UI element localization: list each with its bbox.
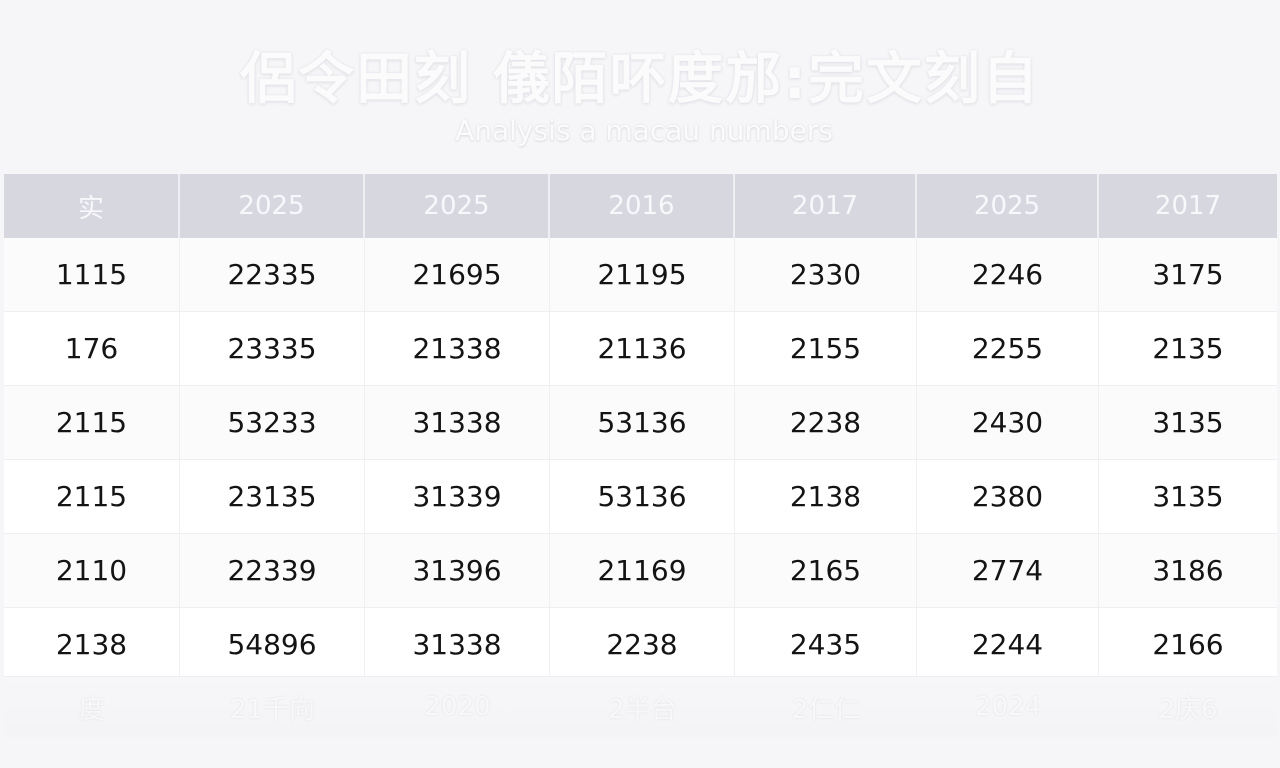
numbers-table: 实 2025 2025 2016 2017 2025 2017 1115 223… xyxy=(4,174,1277,682)
table-cell: 21169 xyxy=(550,534,735,607)
table-cell: 22335 xyxy=(180,238,365,311)
table-footer-row: 度 21千向 2020 2半台 2仁仁 2024 2庆6 xyxy=(4,676,1277,737)
table-cell: 2435 xyxy=(735,608,917,681)
table-row: 2110 22339 31396 21169 2165 2774 3186 xyxy=(4,534,1277,608)
table-header-row: 实 2025 2025 2016 2017 2025 2017 xyxy=(4,174,1277,238)
table-cell: 2155 xyxy=(735,312,917,385)
table-row: 2115 53233 31338 53136 2238 2430 3135 xyxy=(4,386,1277,460)
table-cell: 53136 xyxy=(550,386,735,459)
table-cell: 2138 xyxy=(4,608,180,681)
table-cell: 21338 xyxy=(365,312,550,385)
table-cell: 23335 xyxy=(180,312,365,385)
table-cell: 2238 xyxy=(735,386,917,459)
table-cell: 53136 xyxy=(550,460,735,533)
table-cell: 21695 xyxy=(365,238,550,311)
column-header: 实 xyxy=(4,174,180,238)
table-cell: 2244 xyxy=(917,608,1099,681)
table-cell: 2165 xyxy=(735,534,917,607)
table-cell: 2246 xyxy=(917,238,1099,311)
table-row: 176 23335 21338 21136 2155 2255 2135 xyxy=(4,312,1277,386)
table-cell: 21136 xyxy=(550,312,735,385)
footer-cell: 2仁仁 xyxy=(791,694,861,725)
page-subtitle: Analysis a macau numbers xyxy=(455,114,833,147)
footer-cell: 2024 xyxy=(974,692,1042,722)
table-cell: 3135 xyxy=(1152,480,1224,513)
table-cell: 2330 xyxy=(735,238,917,311)
table-cell: 1115 xyxy=(4,238,180,311)
column-header: 2025 xyxy=(365,174,550,238)
table-cell: 2135 xyxy=(1152,332,1224,365)
table-cell: 31339 xyxy=(365,460,550,533)
table-cell: 31338 xyxy=(365,386,550,459)
column-header: 2025 xyxy=(917,174,1099,238)
table-row: 2115 23135 31339 53136 2138 2380 3135 xyxy=(4,460,1277,534)
table-row: 2138 54896 31338 2238 2435 2244 2166 xyxy=(4,608,1277,682)
table-cell: 2115 xyxy=(4,386,180,459)
table-row: 1115 22335 21695 21195 2330 2246 3175 xyxy=(4,238,1277,312)
table-cell: 2380 xyxy=(917,460,1099,533)
footer-cell: 2庆6 xyxy=(1158,694,1218,725)
footer-cell: 21千向 xyxy=(229,694,316,725)
table-cell: 176 xyxy=(4,312,180,385)
table-cell: 2238 xyxy=(550,608,735,681)
column-header: 2017 xyxy=(1154,191,1222,221)
table-cell: 53233 xyxy=(180,386,365,459)
column-header: 2025 xyxy=(180,174,365,238)
page-title: 侶令田刻 儀陌吥度邡:完文刻自 xyxy=(240,47,1040,112)
column-header: 2017 xyxy=(735,174,917,238)
table-cell: 2430 xyxy=(917,386,1099,459)
table-cell: 31396 xyxy=(365,534,550,607)
table-cell: 3175 xyxy=(1152,258,1224,291)
footer-cell: 2020 xyxy=(424,692,491,722)
table-cell: 2166 xyxy=(1152,628,1224,661)
table-cell: 2110 xyxy=(4,534,180,607)
table-cell: 3186 xyxy=(1152,554,1224,587)
table-cell: 2255 xyxy=(917,312,1099,385)
table-cell: 54896 xyxy=(180,608,365,681)
footer-cell: 度 xyxy=(78,694,105,725)
table-cell: 22339 xyxy=(180,534,365,607)
table-cell: 2774 xyxy=(917,534,1099,607)
table-cell: 31338 xyxy=(365,608,550,681)
table-cell: 3135 xyxy=(1152,406,1224,439)
footer-cell: 2半台 xyxy=(608,694,677,725)
table-cell: 21195 xyxy=(550,238,735,311)
table-cell: 23135 xyxy=(180,460,365,533)
table-cell: 2138 xyxy=(735,460,917,533)
column-header: 2016 xyxy=(550,174,735,238)
table-cell: 2115 xyxy=(4,460,180,533)
